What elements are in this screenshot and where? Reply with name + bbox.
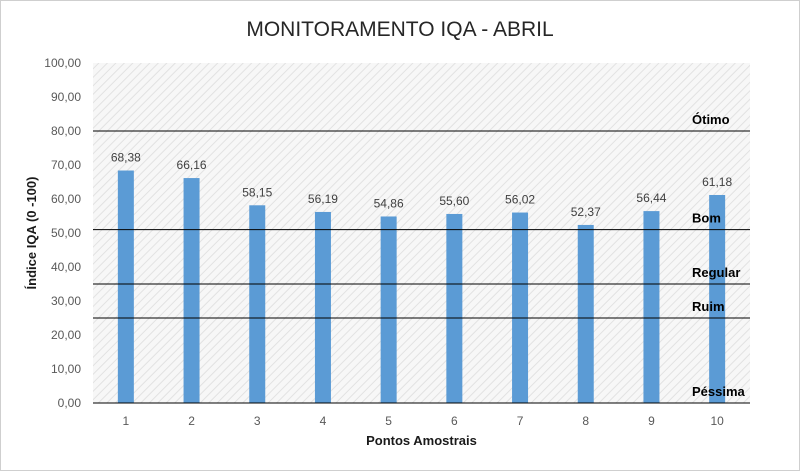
x-tick-label: 2: [188, 414, 195, 428]
plot-area: [93, 63, 750, 403]
bar: [314, 211, 331, 403]
y-tick-label: 20,00: [51, 328, 81, 342]
bar: [577, 224, 594, 403]
bar: [117, 170, 134, 403]
y-tick-label: 30,00: [51, 294, 81, 308]
x-tick-label: 10: [710, 414, 724, 428]
reference-line-label: Ruim: [692, 299, 725, 314]
bar: [709, 194, 726, 403]
x-tick-label: 7: [517, 414, 524, 428]
y-tick-label: 60,00: [51, 192, 81, 206]
reference-lines: Ótimo Bom Regular Ruim Péssima: [93, 112, 750, 404]
data-label: 66,16: [177, 158, 207, 172]
bar: [643, 211, 660, 403]
data-label: 58,15: [242, 185, 272, 199]
x-tick-label: 9: [648, 414, 655, 428]
y-tick-label: 10,00: [51, 362, 81, 376]
reference-line-label: Péssima: [692, 384, 746, 399]
data-label: 54,86: [374, 196, 404, 210]
x-tick-label: 8: [582, 414, 589, 428]
bar: [183, 178, 200, 403]
y-tick-label: 100,00: [44, 56, 81, 70]
y-tick-label: 40,00: [51, 260, 81, 274]
data-label: 56,44: [636, 191, 666, 205]
data-label: 56,19: [308, 192, 338, 206]
x-tick-label: 6: [451, 414, 458, 428]
x-tick-label: 1: [123, 414, 130, 428]
y-axis: 0,00 10,00 20,00 30,00 40,00 50,00 60,00 70,00 8…: [44, 56, 81, 410]
bars: 68,38 66,16 58,15 56,19 54,86 55,60 56,02 52,37…: [111, 151, 732, 403]
y-axis-label: Índice IQA (0 -100): [24, 177, 39, 290]
x-tick-label: 5: [385, 414, 392, 428]
bar: [446, 213, 463, 403]
bar: [380, 216, 397, 403]
reference-line-label: Ótimo: [692, 112, 730, 127]
y-tick-label: 50,00: [51, 226, 81, 240]
bar: [512, 212, 529, 403]
x-tick-label: 3: [254, 414, 261, 428]
y-tick-label: 90,00: [51, 90, 81, 104]
reference-line-label: Bom: [692, 211, 721, 226]
x-axis-label: Pontos Amostrais: [366, 433, 477, 448]
data-label: 56,02: [505, 193, 535, 207]
reference-line-label: Regular: [692, 265, 740, 280]
data-label: 68,38: [111, 151, 141, 165]
y-tick-label: 70,00: [51, 158, 81, 172]
bar: [249, 205, 266, 403]
x-tick-label: 4: [320, 414, 327, 428]
chart-title: MONITORAMENTO IQA - ABRIL: [246, 18, 553, 41]
data-label: 61,18: [702, 175, 732, 189]
y-tick-label: 80,00: [51, 124, 81, 138]
x-axis: 1 2 3 4 5 6 7 8 9 10: [123, 414, 725, 428]
data-label: 52,37: [571, 205, 601, 219]
data-label: 55,60: [439, 194, 469, 208]
y-tick-label: 0,00: [58, 396, 82, 410]
